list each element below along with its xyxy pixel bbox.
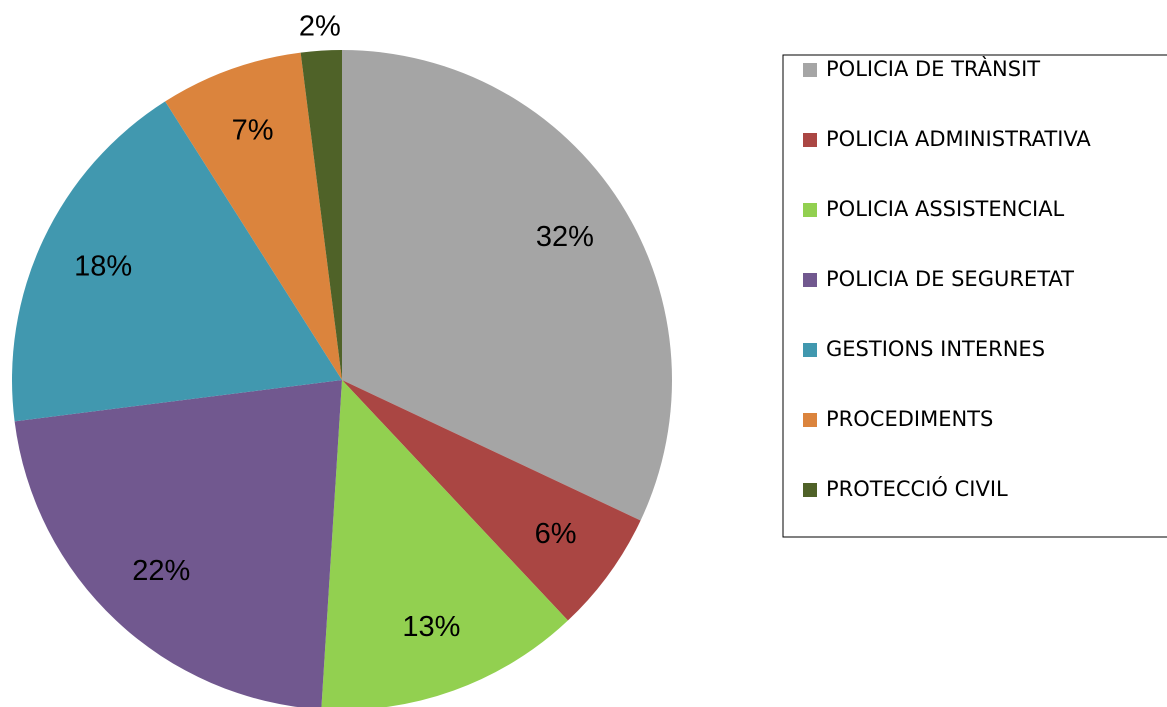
legend-swatch [803,133,817,147]
legend-swatch [803,203,817,217]
data-label: 7% [232,114,274,146]
data-label: 32% [536,221,594,253]
legend-swatch [803,413,817,427]
legend-swatch [803,63,817,77]
legend-label: POLICIA ADMINISTRATIVA [826,127,1091,151]
pie-slice [342,50,672,521]
legend-label: POLICIA DE TRÀNSIT [826,56,1040,81]
data-label: 6% [535,518,577,550]
data-label: 18% [74,250,132,282]
data-label: 22% [132,555,190,587]
pie-slice [321,380,568,707]
pie: 32% 6% 13% 22% 18% 7% 2% [11,10,672,707]
legend-box [782,54,1167,538]
data-label: 2% [299,10,341,42]
pie-slice [342,380,641,621]
pie-slice [14,380,342,707]
legend-label: GESTIONS INTERNES [826,337,1045,361]
legend-swatch [803,483,817,497]
pie-slice [300,50,342,380]
legend-label: POLICIA DE SEGURETAT [826,267,1074,291]
pie-slice [11,101,342,422]
data-label: 13% [402,611,460,643]
legend-swatch [803,273,817,287]
legend-label: PROCEDIMENTS [826,407,993,431]
legend-label: POLICIA ASSISTENCIAL [826,197,1065,221]
legend-label: PROTECCIÓ CIVIL [826,476,1008,501]
legend: POLICIA DE TRÀNSIT POLICIA ADMINISTRATIVA… [803,56,1091,501]
pie-slice [165,52,342,381]
legend-swatch [803,343,817,357]
